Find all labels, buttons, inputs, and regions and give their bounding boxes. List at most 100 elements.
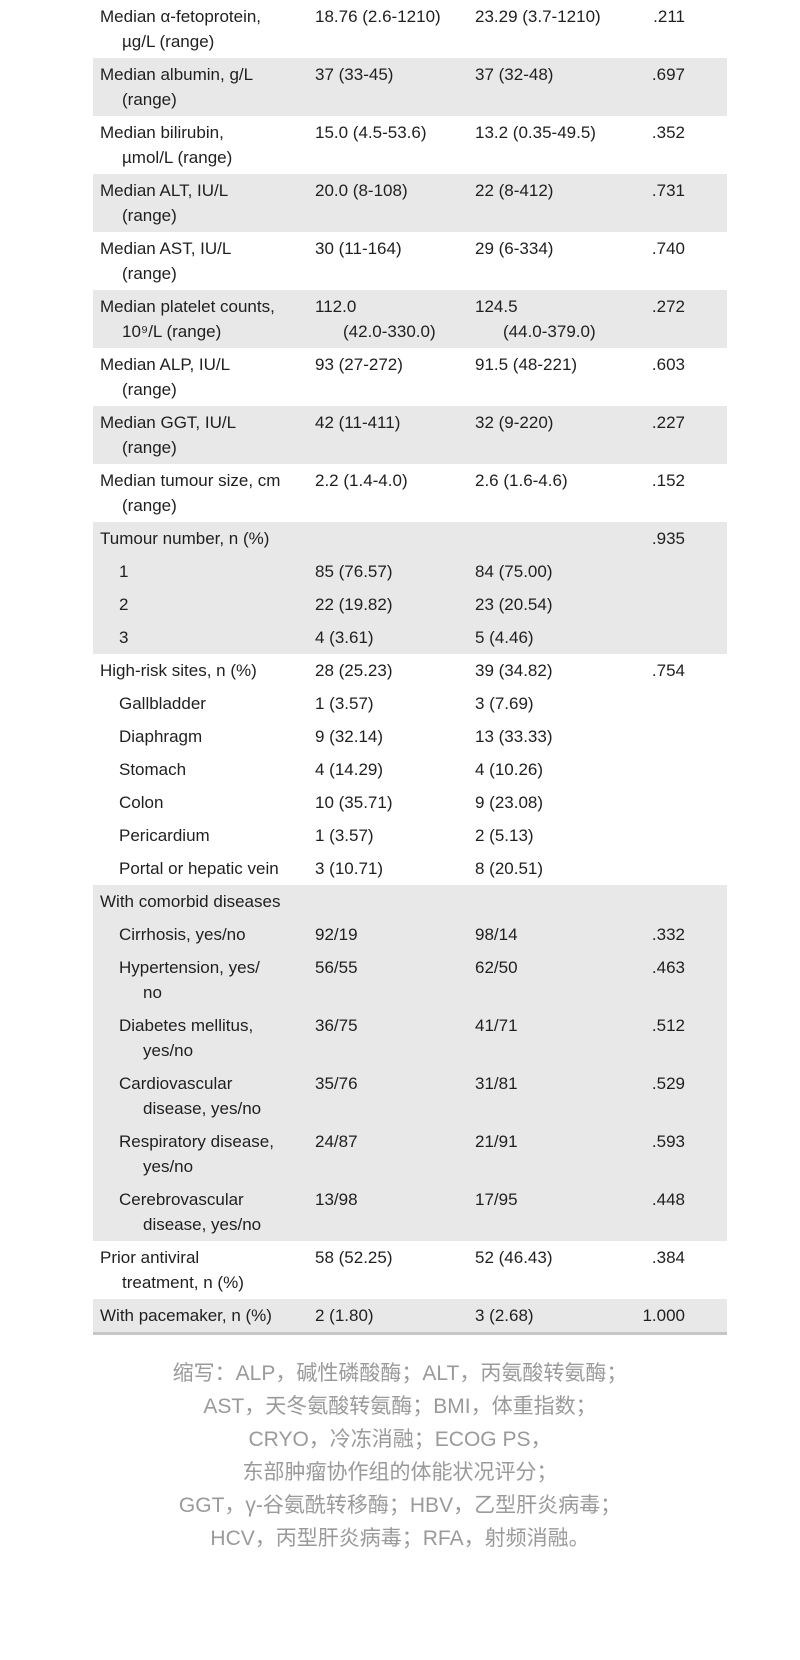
group1-value: 13/98 [315, 1190, 358, 1209]
group1-value: 30 (11-164) [315, 239, 402, 258]
footnote-line: AST，天冬氨酸转氨酶；BMI，体重指数； [203, 1395, 597, 1418]
group2-value: 8 (20.51) [475, 859, 544, 878]
table-bottom-rule [93, 1332, 727, 1335]
group2-value: 2 (5.13) [475, 826, 534, 845]
group1-value: 37 (33-45) [315, 65, 394, 84]
table-row: 1 85 (76.57) 84 (75.00) [93, 555, 727, 588]
group2-value: 124.5 (44.0-379.0) [475, 297, 596, 341]
p-value: .512 [651, 1016, 685, 1035]
group1-value: 15.0 (4.5-53.6) [315, 123, 427, 142]
table-section: Median α-fetoprotein, µg/L (range) 18.76… [93, 0, 727, 58]
table-row: Median bilirubin, µmol/L (range) 15.0 (4… [93, 116, 727, 174]
p-value: .332 [651, 925, 685, 944]
group2-value: 84 (75.00) [475, 562, 553, 581]
table-row: Hypertension, yes/ no 56/55 62/50 .463 [93, 951, 727, 1009]
group1-value: 22 (19.82) [315, 595, 393, 614]
group1-value: 18.76 (2.6-1210) [315, 7, 441, 26]
group2-value: 21/91 [475, 1132, 518, 1151]
table-row: With comorbid diseases [93, 885, 727, 918]
table-row: Median ALT, IU/L (range) 20.0 (8-108) 22… [93, 174, 727, 232]
table-row: Median GGT, IU/L (range) 42 (11-411) 32 … [93, 406, 727, 464]
group1-value: 85 (76.57) [315, 562, 393, 581]
row-label: Diaphragm [119, 727, 203, 746]
row-label: Diabetes mellitus, yes/no [119, 1016, 254, 1060]
group1-value: 93 (27-272) [315, 355, 403, 374]
row-label: Median platelet counts, 10⁹/L (range) [100, 297, 275, 341]
group2-value: 32 (9-220) [475, 413, 554, 432]
group1-value: 112.0 (42.0-330.0) [315, 297, 436, 341]
table-row: Colon 10 (35.71) 9 (23.08) [93, 786, 727, 819]
group1-value: 56/55 [315, 958, 358, 977]
table-row: Stomach 4 (14.29) 4 (10.26) [93, 753, 727, 786]
footnote-line: HCV，丙型肝炎病毒；RFA，射频消融。 [210, 1527, 590, 1550]
row-label: 3 [119, 628, 129, 647]
row-label: Gallbladder [119, 694, 206, 713]
group2-value: 98/14 [475, 925, 518, 944]
group1-value: 58 (52.25) [315, 1248, 393, 1267]
row-label: 2 [119, 595, 129, 614]
row-label: Stomach [119, 760, 187, 779]
p-value: .754 [651, 661, 685, 680]
table-row: Diaphragm 9 (32.14) 13 (33.33) [93, 720, 727, 753]
group1-value: 92/19 [315, 925, 358, 944]
group1-value: 35/76 [315, 1074, 358, 1093]
table-row: With pacemaker, n (%) 2 (1.80) 3 (2.68) … [93, 1299, 727, 1332]
group2-value: 3 (7.69) [475, 694, 534, 713]
group1-value: 1 (3.57) [315, 826, 374, 845]
p-value: .448 [651, 1190, 685, 1209]
table-row: Cerebrovascular disease, yes/no 13/98 17… [93, 1183, 727, 1241]
table-section-comorbid-diseases: With comorbid diseases Cirrhosis, yes/no… [93, 885, 727, 1241]
row-label: High-risk sites, n (%) [100, 661, 257, 680]
group2-value: 29 (6-334) [475, 239, 554, 258]
group1-value: 1 (3.57) [315, 694, 374, 713]
row-label: 1 [119, 562, 129, 581]
group1-value: 2 (1.80) [315, 1306, 374, 1325]
table-row: Median platelet counts, 10⁹/L (range) 11… [93, 290, 727, 348]
group1-value: 28 (25.23) [315, 661, 393, 680]
table-row: Median α-fetoprotein, µg/L (range) 18.76… [93, 0, 727, 58]
table-section: Median bilirubin, µmol/L (range) 15.0 (4… [93, 116, 727, 174]
table-section: Median ALT, IU/L (range) 20.0 (8-108) 22… [93, 174, 727, 232]
group2-value: 5 (4.46) [475, 628, 534, 647]
table-row: Gallbladder 1 (3.57) 3 (7.69) [93, 687, 727, 720]
group1-value: 3 (10.71) [315, 859, 384, 878]
table-row: 3 4 (3.61) 5 (4.46) [93, 621, 727, 654]
row-label: Cerebrovascular disease, yes/no [119, 1190, 262, 1234]
group1-value: 4 (14.29) [315, 760, 384, 779]
group2-value: 2.6 (1.6-4.6) [475, 471, 568, 490]
table-row: Median AST, IU/L (range) 30 (11-164) 29 … [93, 232, 727, 290]
row-label: Respiratory disease, yes/no [119, 1132, 274, 1176]
p-value: .152 [651, 471, 685, 490]
table-row: Tumour number, n (%) .935 [93, 522, 727, 555]
table-row: Cardiovascular disease, yes/no 35/76 31/… [93, 1067, 727, 1125]
table-section: Median tumour size, cm (range) 2.2 (1.4-… [93, 464, 727, 522]
group2-value: 41/71 [475, 1016, 518, 1035]
group2-value: 23 (20.54) [475, 595, 553, 614]
group2-value: 39 (34.82) [475, 661, 553, 680]
table-row: Cirrhosis, yes/no 92/19 98/14 .332 [93, 918, 727, 951]
p-value: 1.000 [642, 1306, 685, 1325]
row-label: Median AST, IU/L (range) [100, 239, 232, 283]
table-section: Median AST, IU/L (range) 30 (11-164) 29 … [93, 232, 727, 290]
group2-value: 22 (8-412) [475, 181, 554, 200]
p-value: .603 [651, 355, 685, 374]
group1-value: 10 (35.71) [315, 793, 393, 812]
row-label: Pericardium [119, 826, 210, 845]
group2-value: 9 (23.08) [475, 793, 544, 812]
group1-value: 9 (32.14) [315, 727, 384, 746]
group1-value: 20.0 (8-108) [315, 181, 408, 200]
abbreviations-footnote: 缩写：ALP，碱性磷酸酶；ALT，丙氨酸转氨酶； AST，天冬氨酸转氨酶；BMI… [0, 1357, 800, 1555]
group1-value: 4 (3.61) [315, 628, 374, 647]
group2-value: 37 (32-48) [475, 65, 554, 84]
row-label: Cirrhosis, yes/no [119, 925, 246, 944]
group2-value: 13.2 (0.35-49.5) [475, 123, 596, 142]
p-value: .697 [651, 65, 685, 84]
row-label: Median GGT, IU/L (range) [100, 413, 237, 457]
table-section: With pacemaker, n (%) 2 (1.80) 3 (2.68) … [93, 1299, 727, 1332]
row-label: With pacemaker, n (%) [100, 1306, 272, 1325]
p-value: .731 [651, 181, 685, 200]
row-label: Colon [119, 793, 164, 812]
p-value: .740 [651, 239, 685, 258]
table-row: Diabetes mellitus, yes/no 36/75 41/71 .5… [93, 1009, 727, 1067]
row-label: Median ALP, IU/L (range) [100, 355, 231, 399]
